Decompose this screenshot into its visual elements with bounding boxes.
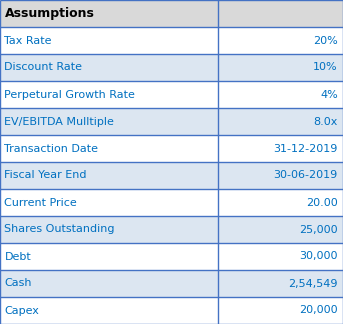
Text: Tax Rate: Tax Rate bbox=[4, 36, 52, 45]
Text: 20,000: 20,000 bbox=[299, 306, 338, 316]
Text: Shares Outstanding: Shares Outstanding bbox=[4, 225, 115, 235]
Bar bbox=[0, 162, 218, 189]
Text: Cash: Cash bbox=[4, 279, 32, 288]
Text: Transaction Date: Transaction Date bbox=[4, 144, 98, 154]
Bar bbox=[0, 216, 218, 243]
Text: Perpetural Growth Rate: Perpetural Growth Rate bbox=[4, 89, 135, 99]
Bar bbox=[0, 27, 218, 54]
Bar bbox=[0, 189, 218, 216]
Bar bbox=[218, 27, 343, 54]
Bar bbox=[0, 54, 218, 81]
Text: Discount Rate: Discount Rate bbox=[4, 63, 82, 73]
Text: 20%: 20% bbox=[313, 36, 338, 45]
Text: Fiscal Year End: Fiscal Year End bbox=[4, 170, 87, 180]
Text: 8.0x: 8.0x bbox=[314, 117, 338, 126]
Bar bbox=[218, 162, 343, 189]
Bar bbox=[0, 297, 218, 324]
Text: 30,000: 30,000 bbox=[299, 251, 338, 261]
Bar bbox=[218, 108, 343, 135]
Bar bbox=[218, 189, 343, 216]
Bar bbox=[218, 270, 343, 297]
Text: EV/EBITDA Mulltiple: EV/EBITDA Mulltiple bbox=[4, 117, 114, 126]
Text: Capex: Capex bbox=[4, 306, 39, 316]
Bar bbox=[218, 216, 343, 243]
Bar bbox=[218, 297, 343, 324]
Bar bbox=[218, 81, 343, 108]
Bar bbox=[0, 270, 218, 297]
Text: 10%: 10% bbox=[313, 63, 338, 73]
Bar bbox=[218, 0, 343, 27]
Text: Current Price: Current Price bbox=[4, 198, 77, 207]
Text: 2,54,549: 2,54,549 bbox=[288, 279, 338, 288]
Text: Debt: Debt bbox=[4, 251, 31, 261]
Bar bbox=[218, 54, 343, 81]
Text: 4%: 4% bbox=[320, 89, 338, 99]
Bar bbox=[218, 243, 343, 270]
Bar bbox=[0, 81, 218, 108]
Text: Assumptions: Assumptions bbox=[4, 7, 94, 20]
Bar bbox=[0, 135, 218, 162]
Bar bbox=[0, 243, 218, 270]
Text: 25,000: 25,000 bbox=[299, 225, 338, 235]
Text: 31-12-2019: 31-12-2019 bbox=[273, 144, 338, 154]
Text: 20.00: 20.00 bbox=[306, 198, 338, 207]
Bar bbox=[0, 108, 218, 135]
Bar bbox=[218, 135, 343, 162]
Text: 30-06-2019: 30-06-2019 bbox=[274, 170, 338, 180]
Bar bbox=[0, 0, 218, 27]
